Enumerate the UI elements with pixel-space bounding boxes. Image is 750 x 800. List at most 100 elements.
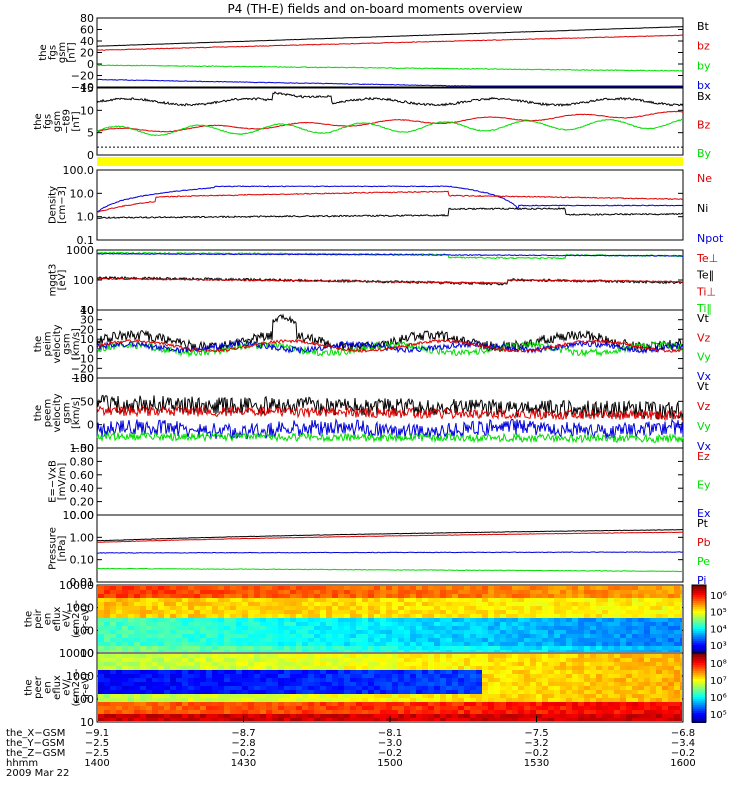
- ytick-label: 1000: [66, 244, 94, 257]
- colorbar-cell: [692, 683, 706, 685]
- ytick-label: 0.20: [70, 496, 95, 509]
- xval-time: 1600: [670, 758, 695, 769]
- legend-temp-Te‖: Te‖: [696, 269, 714, 282]
- xval-z: −0.2: [671, 748, 695, 759]
- panel-frame-fgs-gsm: [96, 17, 684, 88]
- legend-fgs-gsm-Bt: Bt: [697, 20, 710, 33]
- colorbar-cell: [692, 655, 706, 657]
- series-bx: [96, 78, 683, 87]
- ylabel-line: fgs: [47, 45, 58, 60]
- spectrogram-peer: [98, 654, 682, 721]
- ylabel-line: fgs: [43, 114, 54, 129]
- series-bz: [96, 34, 684, 51]
- series-Bz: [96, 110, 684, 133]
- ylabel-line: gsm: [57, 42, 68, 63]
- ylabel-line: the: [33, 336, 44, 352]
- series-Pe: [96, 567, 684, 573]
- legend-temp-Ti⊥: Ti⊥: [696, 285, 716, 298]
- ytick-label: 0.60: [70, 469, 95, 482]
- ylabel-line: Density: [47, 186, 58, 224]
- series-Pi: [97, 551, 684, 554]
- xval-x: −7.5: [524, 728, 548, 739]
- xval-z: −0.2: [231, 748, 255, 759]
- panel-frame-fgs-t89: [96, 87, 684, 156]
- colorbar-cell: [692, 705, 706, 707]
- colorbar-cell: [692, 695, 706, 697]
- ytick-label: 40: [80, 35, 94, 48]
- ylabel-line: −t89: [62, 109, 73, 134]
- legend-peem-Vz: Vz: [697, 400, 711, 413]
- colorbar-cell: [692, 699, 706, 701]
- colorbar-cell: [692, 605, 706, 607]
- ylabel-line: the: [24, 611, 35, 627]
- ylabel-line: sr-eV): [81, 604, 92, 633]
- colorbar-cell: [692, 691, 706, 693]
- legend-efield-Ey: Ey: [697, 479, 711, 492]
- legend-peim-Vz: Vz: [697, 331, 711, 344]
- legend-fgs-t89-Bz: Bz: [697, 119, 711, 132]
- colorbar-cell: [692, 713, 706, 715]
- series-Ti-perp: [96, 277, 684, 285]
- ylabel-line: peer: [33, 675, 44, 699]
- ylabel-line: peir: [33, 608, 44, 628]
- xval-z: −2.5: [85, 748, 109, 759]
- ylabel-line: eflux: [52, 607, 63, 632]
- legend-peim-Vy: Vy: [697, 351, 711, 364]
- xval-time: 1400: [84, 758, 109, 769]
- ytick-label: 0.01: [70, 576, 95, 589]
- colorbar-cell: [692, 623, 706, 625]
- flag-bar: [97, 157, 683, 166]
- colorbar-cell: [692, 659, 706, 661]
- ytick-label: 10.00: [63, 509, 95, 522]
- series-Vt-e: [96, 394, 684, 420]
- ylabel-line: eV/: [62, 679, 73, 696]
- ytick-label: 10: [80, 647, 94, 660]
- series-Te-perp: [96, 252, 684, 257]
- xval-time: 1430: [231, 758, 256, 769]
- ytick-label: −20: [71, 362, 94, 375]
- series-Vz-e: [96, 404, 684, 422]
- xval-x: −8.1: [378, 728, 402, 739]
- ytick-label: 1000: [66, 670, 94, 683]
- ytick-label: 0: [87, 58, 94, 71]
- ytick-label: 10.0: [70, 187, 95, 200]
- legend-temp-Ti‖: Ti‖: [696, 302, 712, 315]
- ylabel-line: [eV]: [57, 270, 68, 291]
- xval-time: 1500: [377, 758, 402, 769]
- ylabel-line: eflux: [52, 675, 63, 700]
- colorbar-cell: [692, 697, 706, 699]
- colorbar-label: 10³: [710, 641, 727, 652]
- ylabel-line: the: [33, 405, 44, 421]
- ylabel-line: [nPa]: [57, 535, 68, 561]
- ytick-label: 10: [80, 716, 94, 729]
- colorbar-cell: [692, 613, 706, 615]
- ytick-label: 100.0: [63, 164, 95, 177]
- ylabel-line: (cm2-s-: [71, 668, 82, 706]
- series-Ne: [96, 190, 684, 213]
- colorbar-cell: [692, 595, 706, 597]
- colorbar-label: 10⁸: [710, 659, 727, 670]
- colorbar-cell: [692, 665, 706, 667]
- ytick-label: 1.00: [70, 442, 95, 455]
- colorbar-cell: [692, 615, 706, 617]
- ylabel-line: [km/s]: [71, 328, 82, 360]
- xval-z: −0.2: [524, 748, 548, 759]
- colorbar-cell: [692, 645, 706, 647]
- colorbar-cell: [692, 589, 706, 591]
- colorbar-cell: [692, 671, 706, 673]
- ylabel-line: [km/s]: [71, 397, 82, 429]
- colorbar-cell: [692, 621, 706, 623]
- series-Pb: [96, 531, 684, 543]
- ytick-label: 10: [80, 104, 94, 117]
- legend-temp-Te⊥: Te⊥: [696, 252, 718, 265]
- ytick-label: 100: [73, 693, 94, 706]
- legend-pressure-Pb: Pb: [697, 536, 711, 549]
- ylabel-line: sr-eV): [81, 673, 92, 702]
- colorbar-cell: [692, 647, 706, 649]
- colorbar-cell: [692, 657, 706, 659]
- ytick-label: 40: [80, 304, 94, 317]
- ylabel-line: [nT]: [71, 111, 82, 131]
- colorbar-cell: [692, 717, 706, 719]
- colorbar-cell: [692, 651, 706, 653]
- colorbar-cell: [692, 617, 706, 619]
